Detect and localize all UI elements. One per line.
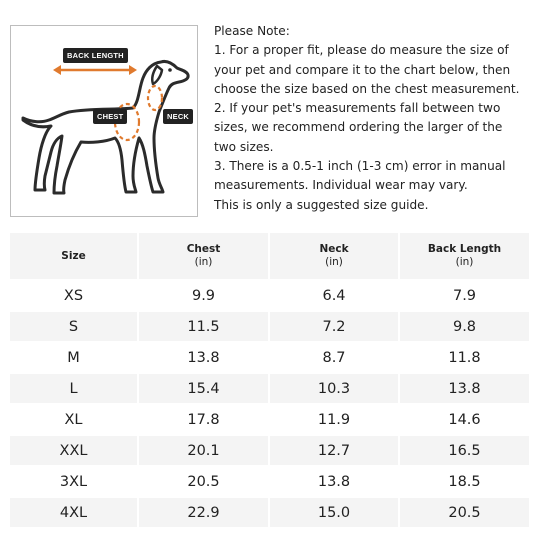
back-length-label: BACK LENGTH <box>63 48 128 63</box>
header-chest: Chest (in) <box>137 231 270 281</box>
header-size: Size <box>8 231 139 281</box>
dog-measurement-diagram: BACK LENGTH CHEST NECK <box>10 25 198 217</box>
cell-neck: 11.9 <box>268 403 400 436</box>
cell-neck: 12.7 <box>268 434 400 467</box>
cell-neck: 7.2 <box>268 310 400 343</box>
cell-chest: 20.1 <box>137 434 270 467</box>
dog-silhouette-icon <box>21 60 190 195</box>
cell-chest: 17.8 <box>137 403 270 436</box>
cell-neck: 6.4 <box>268 279 400 312</box>
cell-neck: 15.0 <box>268 496 400 529</box>
cell-size: L <box>8 372 139 405</box>
cell-chest: 15.4 <box>137 372 270 405</box>
table-row: XL 17.8 11.9 14.6 <box>8 403 531 436</box>
chest-label: CHEST <box>93 109 128 124</box>
cell-chest: 9.9 <box>137 279 270 312</box>
cell-size: XL <box>8 403 139 436</box>
cell-back-length: 20.5 <box>398 496 531 529</box>
note-line-3: 3. There is a 0.5-1 inch (1-3 cm) error … <box>214 159 506 193</box>
table-row: M 13.8 8.7 11.8 <box>8 341 531 374</box>
table-row: S 11.5 7.2 9.8 <box>8 310 531 343</box>
table-row: XS 9.9 6.4 7.9 <box>8 279 531 312</box>
neck-label: NECK <box>163 109 194 124</box>
cell-chest: 20.5 <box>137 465 270 498</box>
table-header-row: Size Chest (in) Neck (in) Back Length (in) <box>8 231 531 281</box>
note-line-2: 2. If your pet's measurements fall betwe… <box>214 101 503 154</box>
cell-back-length: 13.8 <box>398 372 531 405</box>
header-back-length: Back Length (in) <box>398 231 531 281</box>
cell-back-length: 18.5 <box>398 465 531 498</box>
note-line-1: 1. For a proper fit, please do measure t… <box>214 43 520 96</box>
note-title: Please Note: <box>214 24 290 38</box>
cell-size: 4XL <box>8 496 139 529</box>
cell-chest: 13.8 <box>137 341 270 374</box>
cell-neck: 10.3 <box>268 372 400 405</box>
table-row: 3XL 20.5 13.8 18.5 <box>8 465 531 498</box>
cell-back-length: 7.9 <box>398 279 531 312</box>
note-line-4: This is only a suggested size guide. <box>214 197 429 212</box>
sizing-note: Please Note: 1. For a proper fit, please… <box>214 22 526 215</box>
cell-size: S <box>8 310 139 343</box>
cell-back-length: 14.6 <box>398 403 531 436</box>
cell-back-length: 9.8 <box>398 310 531 343</box>
cell-size: XS <box>8 279 139 312</box>
cell-size: 3XL <box>8 465 139 498</box>
cell-chest: 11.5 <box>137 310 270 343</box>
table-row: XXL 20.1 12.7 16.5 <box>8 434 531 467</box>
cell-neck: 13.8 <box>268 465 400 498</box>
size-chart-table: Size Chest (in) Neck (in) Back Length (in) … <box>8 231 531 529</box>
table-row: L 15.4 10.3 13.8 <box>8 372 531 405</box>
cell-chest: 22.9 <box>137 496 270 529</box>
cell-back-length: 11.8 <box>398 341 531 374</box>
cell-size: M <box>8 341 139 374</box>
cell-neck: 8.7 <box>268 341 400 374</box>
table-row: 4XL 22.9 15.0 20.5 <box>8 496 531 529</box>
cell-back-length: 16.5 <box>398 434 531 467</box>
cell-size: XXL <box>8 434 139 467</box>
header-neck: Neck (in) <box>268 231 400 281</box>
